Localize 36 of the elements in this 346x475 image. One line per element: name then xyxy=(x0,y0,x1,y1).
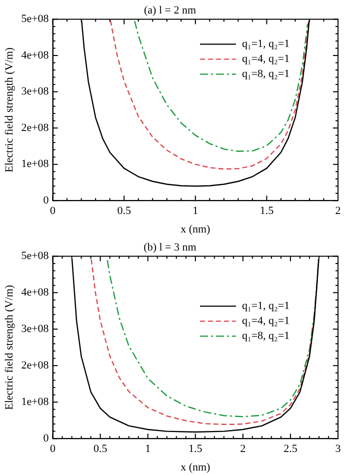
x-tick-label: 0.5 xyxy=(117,205,132,218)
x-tick-label: 0.5 xyxy=(93,443,108,456)
x-tick-label: 1 xyxy=(145,443,151,456)
y-tick-label: 5e+08 xyxy=(21,250,50,262)
chart-title: (b) l = 3 nm xyxy=(144,241,197,254)
x-tick-label: 2 xyxy=(335,205,341,218)
y-tick-label: 0 xyxy=(43,432,50,444)
x-tick-label: 1.5 xyxy=(188,443,203,456)
y-axis-title: Electric field strength (V/m) xyxy=(3,284,16,410)
y-axis-title: Electric field strength (V/m) xyxy=(3,47,16,172)
x-tick-label: 1.5 xyxy=(260,205,274,218)
y-tick-label: 4e+08 xyxy=(21,286,50,299)
y-tick-label: 0 xyxy=(43,194,50,206)
line-series xyxy=(110,20,310,170)
y-tick-label: 2e+08 xyxy=(21,122,50,134)
legend-label: q₁=1, q₂=1 xyxy=(242,38,290,50)
legend-label: q₁=8, q₂=1 xyxy=(242,330,290,342)
y-tick-label: 5e+08 xyxy=(21,13,50,26)
x-tick-label: 1 xyxy=(192,205,198,218)
chart-title: (a) l = 2 nm xyxy=(144,4,196,16)
line-series xyxy=(134,20,308,152)
x-axis-title: x (nm) xyxy=(180,223,211,236)
x-tick-label: 2 xyxy=(240,443,246,456)
y-tick-label: 4e+08 xyxy=(21,49,50,62)
x-tick-label: 3 xyxy=(335,443,342,456)
x-axis-title: x (nm) xyxy=(180,461,211,474)
legend-label: q₁=4, q₂=1 xyxy=(242,53,290,66)
legend-label: q₁=1, q₂=1 xyxy=(242,300,290,312)
legend-label: q₁=4, q₂=1 xyxy=(242,315,290,328)
y-tick-label: 1e+08 xyxy=(21,158,50,170)
y-tick-label: 2e+08 xyxy=(21,360,50,372)
y-tick-label: 3e+08 xyxy=(21,323,50,336)
legend-label: q₁=8, q₂=1 xyxy=(242,68,290,80)
x-tick-label: 2.5 xyxy=(284,443,298,456)
y-tick-label: 1e+08 xyxy=(21,396,50,408)
y-tick-label: 3e+08 xyxy=(21,86,50,98)
